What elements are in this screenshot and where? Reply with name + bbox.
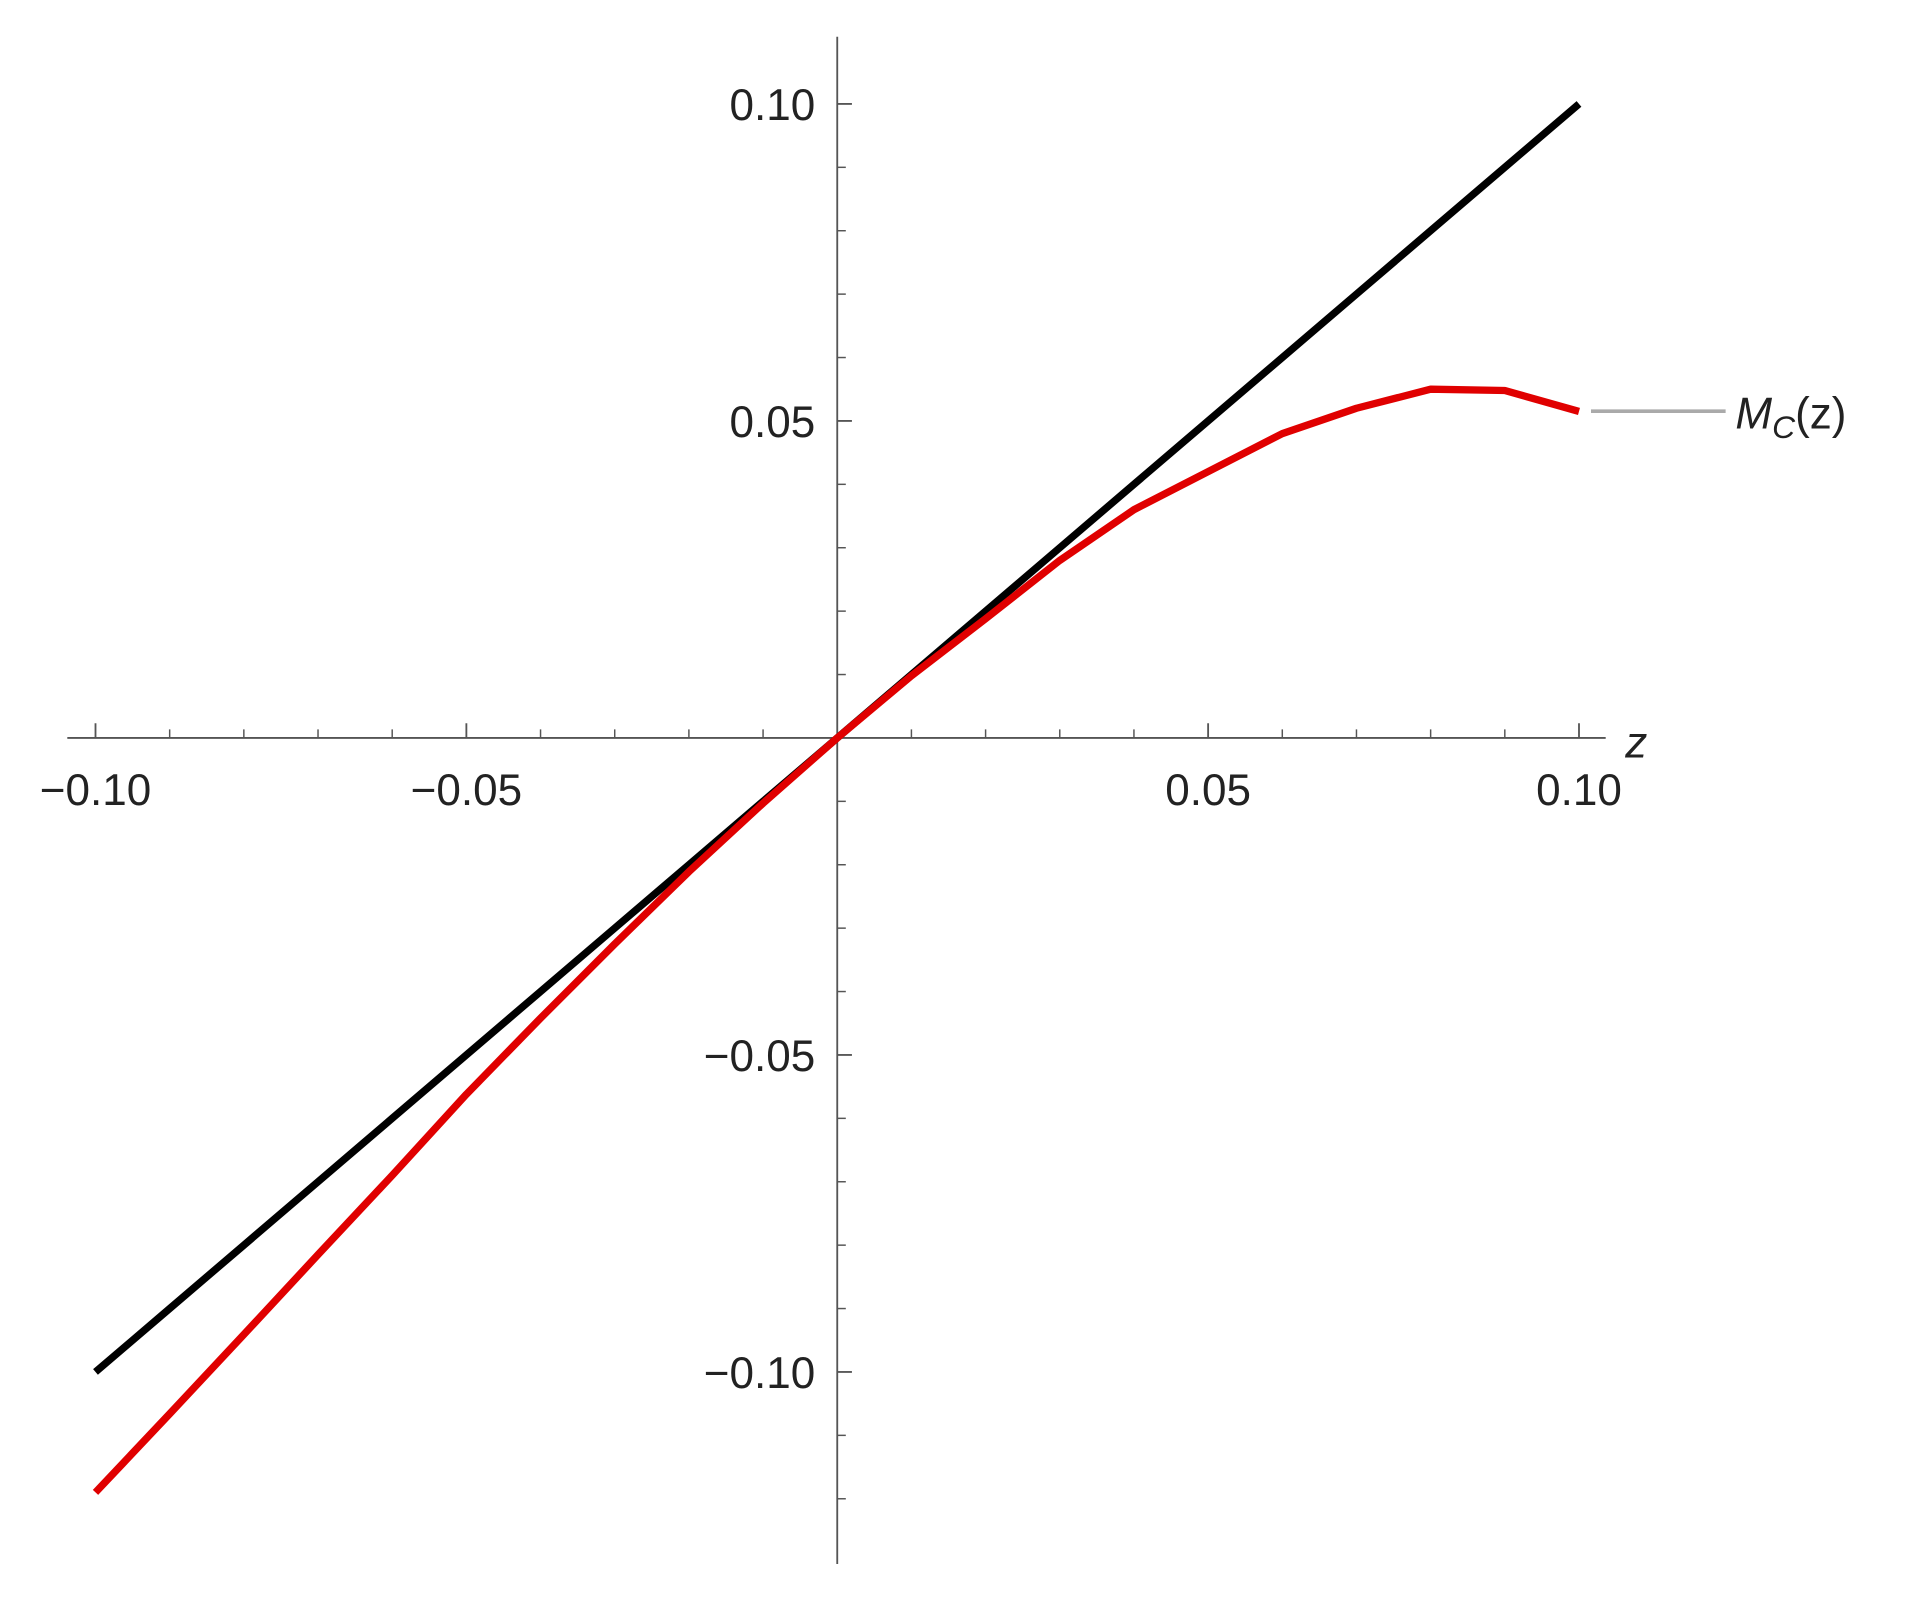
x-tick-label: −0.05 xyxy=(411,766,522,815)
y-tick-label: 0.05 xyxy=(729,398,815,447)
x-tick-label: 0.10 xyxy=(1536,766,1622,815)
y-tick-label: 0.10 xyxy=(729,81,815,130)
x-axis-label: z xyxy=(1624,719,1647,768)
annotation: MC(z) xyxy=(1735,389,1846,445)
annotation-arg: (z) xyxy=(1795,389,1846,438)
x-tick-label: −0.10 xyxy=(40,766,151,815)
series-line xyxy=(92,385,1580,1495)
y-tick-label: −0.10 xyxy=(704,1349,815,1398)
x-tick-label: 0.05 xyxy=(1165,766,1251,815)
y-tick-label: −0.05 xyxy=(704,1032,815,1081)
annotation-main: M xyxy=(1735,389,1772,438)
annotation-sub: C xyxy=(1772,409,1796,445)
